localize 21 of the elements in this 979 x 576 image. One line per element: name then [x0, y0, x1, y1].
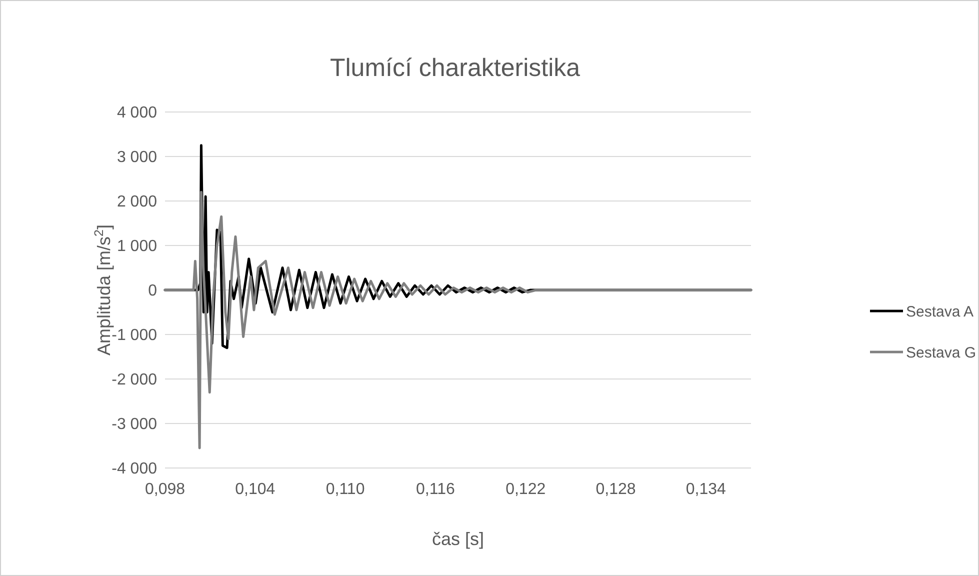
- line-series: [164, 190, 752, 450]
- y-tick-label: 3 000: [116, 149, 158, 166]
- x-axis-title: čas [s]: [432, 529, 484, 549]
- x-tick-label: 0,128: [596, 481, 636, 498]
- x-tick-label: 0,122: [506, 481, 546, 498]
- y-tick-label: -3 000: [112, 416, 158, 434]
- x-tick-label: 0,134: [686, 481, 726, 498]
- y-tick-label: -2 000: [112, 372, 158, 389]
- y-tick-label: 0: [148, 282, 158, 300]
- x-tick-label: 0,110: [326, 481, 365, 498]
- x-tick-label: 0,104: [235, 481, 276, 498]
- x-tick-label: 0,116: [416, 481, 455, 498]
- y-tick-label: -1 000: [112, 327, 158, 344]
- y-tick-label: 1 000: [116, 238, 158, 256]
- legend-label: Sestava A: [906, 303, 974, 320]
- legend-label: Sestava G: [906, 344, 976, 362]
- y-tick-label: 4 000: [116, 104, 158, 122]
- y-tick-label: 2 000: [116, 194, 158, 211]
- chart-title: Tlumící charakteristika: [330, 54, 580, 82]
- x-tick-label: 0,098: [144, 481, 186, 498]
- y-tick-label: -4 000: [112, 460, 158, 478]
